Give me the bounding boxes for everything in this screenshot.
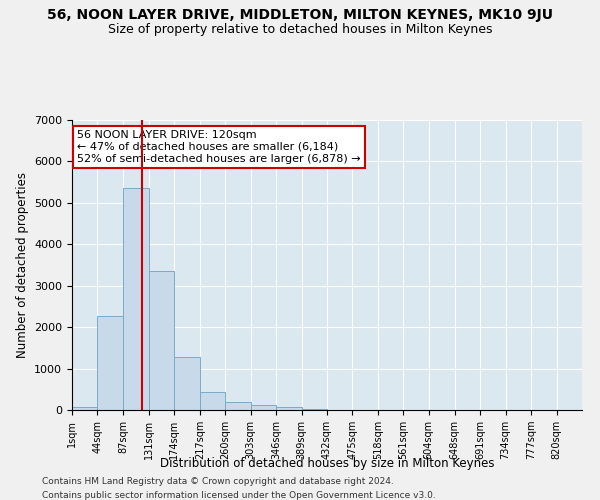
Bar xyxy=(123,188,149,410)
Bar xyxy=(97,316,123,410)
Bar xyxy=(276,407,302,410)
Bar xyxy=(72,407,97,410)
Bar xyxy=(149,271,175,410)
Text: 56, NOON LAYER DRIVE, MIDDLETON, MILTON KEYNES, MK10 9JU: 56, NOON LAYER DRIVE, MIDDLETON, MILTON … xyxy=(47,8,553,22)
Y-axis label: Number of detached properties: Number of detached properties xyxy=(16,172,29,358)
Text: Contains HM Land Registry data © Crown copyright and database right 2024.: Contains HM Land Registry data © Crown c… xyxy=(42,478,394,486)
Text: Distribution of detached houses by size in Milton Keynes: Distribution of detached houses by size … xyxy=(160,458,494,470)
Text: Size of property relative to detached houses in Milton Keynes: Size of property relative to detached ho… xyxy=(108,22,492,36)
Bar xyxy=(175,357,200,410)
Text: 56 NOON LAYER DRIVE: 120sqm
← 47% of detached houses are smaller (6,184)
52% of : 56 NOON LAYER DRIVE: 120sqm ← 47% of det… xyxy=(77,130,361,164)
Text: Contains public sector information licensed under the Open Government Licence v3: Contains public sector information licen… xyxy=(42,491,436,500)
Bar xyxy=(251,404,276,410)
Bar xyxy=(225,402,251,410)
Bar xyxy=(302,409,327,410)
Bar xyxy=(200,392,225,410)
